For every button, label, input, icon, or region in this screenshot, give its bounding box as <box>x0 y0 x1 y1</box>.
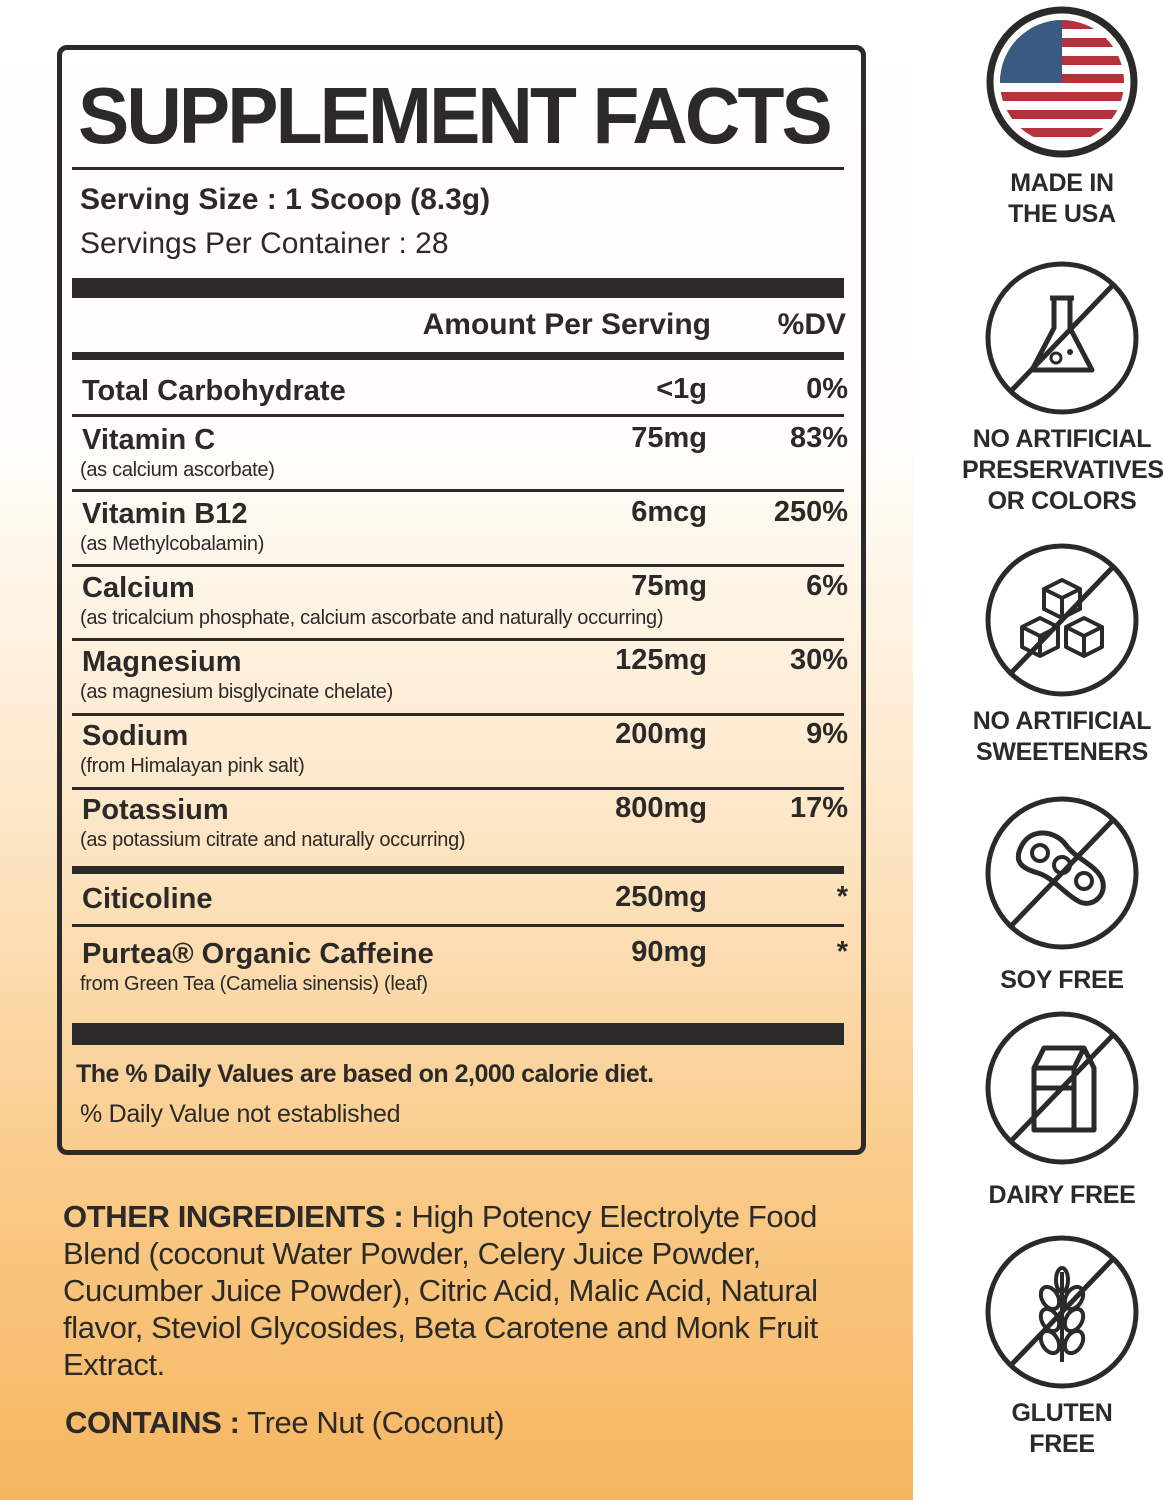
badge-no-sweeteners: NO ARTIFICIAL SWEETENERS <box>962 540 1162 768</box>
badge-no-preservatives: NO ARTIFICIAL PRESERVATIVES OR COLORS <box>962 258 1163 517</box>
no-soybean-icon <box>985 796 1139 950</box>
badge-label: MADE IN THE USA <box>1008 169 1116 228</box>
badge-gluten-free: GLUTEN FREE <box>962 1232 1162 1460</box>
nutrient-source: (as magnesium bisglycinate chelate) <box>80 681 393 703</box>
footnote-not-established: % Daily Value not established <box>80 1100 401 1128</box>
other-ingredients-text: High Potency Electrolyte Food Blend (coc… <box>63 1199 818 1382</box>
badge-label: GLUTEN FREE <box>1011 1399 1113 1458</box>
nutrient-source: (as Methylcobalamin) <box>80 533 265 555</box>
divider <box>72 564 844 567</box>
thick-divider <box>72 352 844 360</box>
other-ingredients-label: OTHER INGREDIENTS : <box>63 1199 404 1234</box>
nutrient-amount: 200mg <box>615 718 707 750</box>
nutrient-dv: 0% <box>806 373 848 405</box>
dv-header: %DV <box>777 308 846 341</box>
nutrient-name: Total Carbohydrate <box>82 375 346 407</box>
badge-soy-free: SOY FREE <box>962 793 1162 996</box>
nutrient-amount: 75mg <box>631 422 707 454</box>
nutrient-dv: 17% <box>789 792 848 824</box>
badge-made-in-usa: MADE IN THE USA <box>962 2 1162 230</box>
nutrient-amount: 800mg <box>615 792 707 824</box>
nutrient-name: Vitamin C <box>82 424 216 456</box>
nutrient-amount: 90mg <box>631 936 707 968</box>
divider <box>72 787 844 790</box>
no-flask-icon <box>985 261 1139 415</box>
divider <box>72 866 844 874</box>
badge-label: SOY FREE <box>1000 966 1124 994</box>
thick-divider <box>72 278 844 298</box>
nutrient-name: Sodium <box>82 720 189 752</box>
contains-text: Tree Nut (Coconut) <box>239 1405 505 1440</box>
serving-size: Serving Size : 1 Scoop (8.3g) <box>80 183 491 216</box>
divider <box>72 924 844 927</box>
nutrient-dv: 250% <box>773 496 848 528</box>
contains-label: CONTAINS : <box>65 1405 240 1440</box>
nutrient-amount: 75mg <box>631 570 707 602</box>
footnote-daily-values: The % Daily Values are based on 2,000 ca… <box>76 1060 654 1088</box>
other-ingredients: OTHER INGREDIENTS : High Potency Electro… <box>63 1198 883 1383</box>
badge-label: NO ARTIFICIAL SWEETENERS <box>972 707 1152 766</box>
divider <box>72 167 844 170</box>
nutrient-source: (as potassium citrate and naturally occu… <box>80 829 466 851</box>
thick-divider <box>72 1023 844 1045</box>
us-flag-icon <box>986 6 1138 158</box>
contains: CONTAINS : Tree Nut (Coconut) <box>65 1405 505 1441</box>
nutrient-name: Vitamin B12 <box>82 498 248 530</box>
no-wheat-icon <box>985 1235 1139 1389</box>
nutrient-source: (from Himalayan pink salt) <box>80 755 305 777</box>
divider <box>72 489 844 492</box>
nutrient-name: Potassium <box>82 794 229 826</box>
no-sugar-cubes-icon <box>985 543 1139 697</box>
badge-label: NO ARTIFICIAL PRESERVATIVES OR COLORS <box>962 425 1163 515</box>
nutrient-dv: 9% <box>806 718 848 750</box>
badge-label: DAIRY FREE <box>988 1181 1136 1209</box>
background-gradient <box>0 0 913 1500</box>
nutrient-name: Magnesium <box>82 646 242 678</box>
nutrient-source: from Green Tea (Camelia sinensis) (leaf) <box>80 973 428 995</box>
panel-title: SUPPLEMENT FACTS <box>78 71 833 160</box>
nutrient-dv: * <box>836 881 848 913</box>
no-milk-carton-icon <box>985 1011 1139 1165</box>
divider <box>72 414 844 417</box>
nutrient-source: (as calcium ascorbate) <box>80 459 275 481</box>
nutrient-dv: 83% <box>789 422 848 454</box>
nutrient-dv: * <box>836 936 848 968</box>
badge-dairy-free: DAIRY FREE <box>962 1008 1162 1211</box>
nutrient-amount: 125mg <box>615 644 707 676</box>
nutrient-name: Calcium <box>82 572 195 604</box>
nutrient-dv: 6% <box>806 570 848 602</box>
nutrient-amount: 6mcg <box>631 496 707 528</box>
nutrient-name: Purtea® Organic Caffeine <box>82 938 434 970</box>
nutrient-name: Citicoline <box>82 883 213 915</box>
nutrient-amount: <1g <box>656 373 707 405</box>
supplement-facts-panel <box>57 45 866 1155</box>
nutrient-amount: 250mg <box>615 881 707 913</box>
servings-per-container: Servings Per Container : 28 <box>80 227 449 260</box>
nutrient-dv: 30% <box>789 644 848 676</box>
amount-per-serving-header: Amount Per Serving <box>422 308 711 341</box>
divider <box>72 638 844 641</box>
nutrient-source: (as tricalcium phosphate, calcium ascorb… <box>80 607 664 629</box>
divider <box>72 713 844 716</box>
